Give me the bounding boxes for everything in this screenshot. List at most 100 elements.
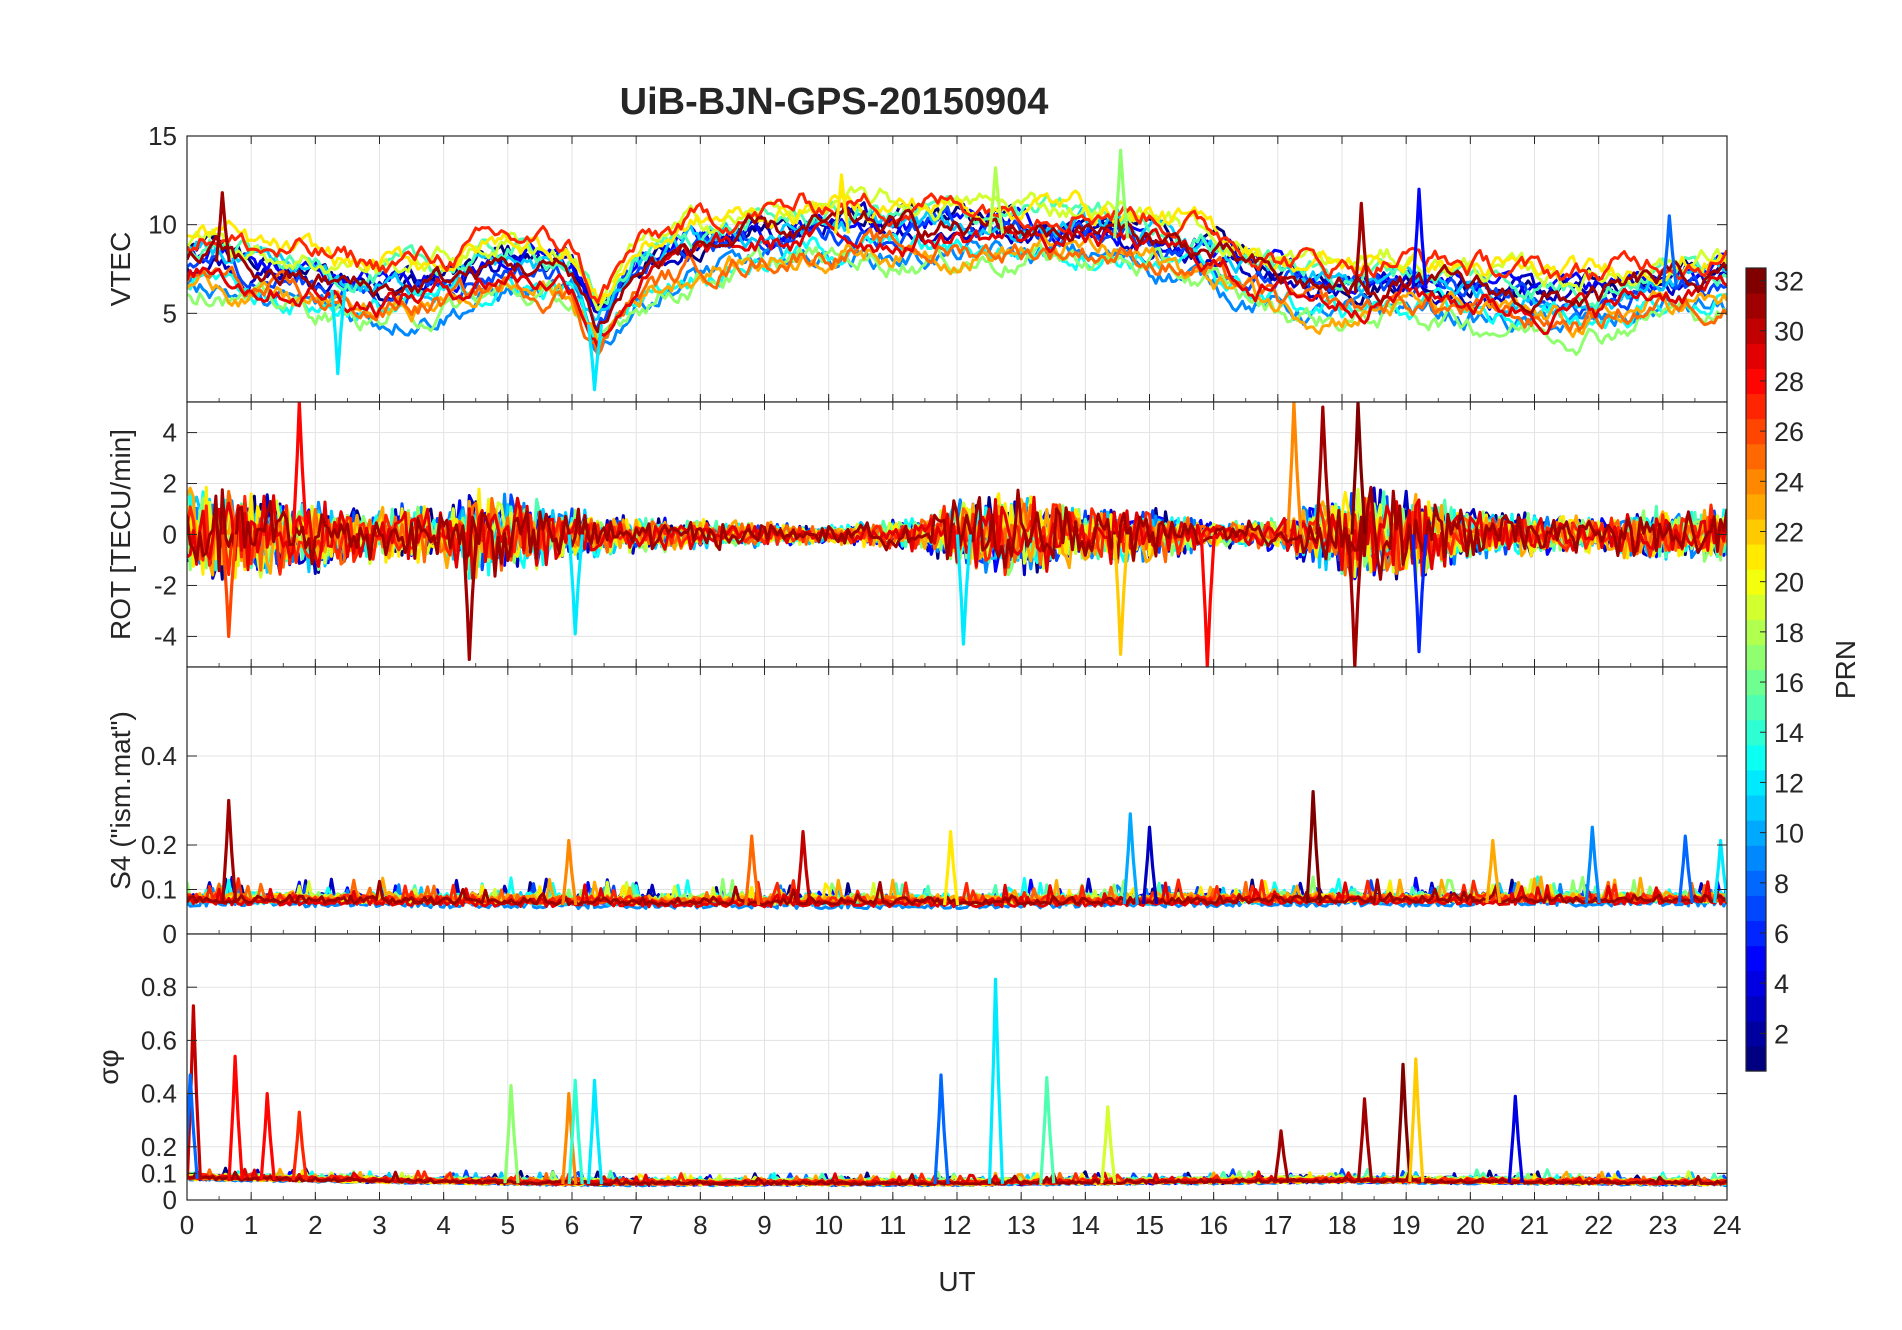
colorbar-band [1746,493,1766,520]
series-spike-prn-12 [567,534,584,636]
x-tick-label: 13 [1007,1210,1036,1240]
series-spike-prn-14 [567,1078,584,1185]
colorbar-tick-label: 26 [1774,417,1804,447]
series-line-prn-29 [187,494,1727,580]
panel-vtec-series [187,148,1727,392]
panel-vtec-ylabel: VTEC [105,232,136,307]
series-spike-prn-12 [1713,838,1727,904]
x-tick-label: 8 [693,1210,707,1240]
y-tick-label: 0 [163,520,177,550]
series-spike-prn-30 [795,829,812,906]
y-tick-label: 5 [163,298,177,328]
series-spike-prn-31 [1356,1097,1374,1182]
x-tick-label: 17 [1263,1210,1292,1240]
x-tick-label: 24 [1713,1210,1742,1240]
colorbar-band [1746,594,1766,620]
series-spike-prn-10 [1122,812,1139,905]
colorbar-band [1746,1045,1766,1072]
series-line-prn-1 [187,201,1727,309]
x-tick-label: 0 [180,1210,194,1240]
colorbar-band [1746,619,1766,646]
series-spike-prn-31 [1353,201,1370,294]
series-spike-prn-12 [330,289,347,376]
series-spike-prn-3 [1141,825,1159,905]
series-spike-prn-23 [1485,838,1502,904]
x-tick-label: 15 [1135,1210,1164,1240]
colorbar-tick-label: 22 [1774,517,1804,547]
y-tick-label: 2 [163,469,177,499]
series-spike-prn-28 [291,402,308,535]
series-spike-prn-17 [1113,148,1130,239]
colorbar-band [1746,945,1766,972]
colorbar-band [1746,719,1766,746]
series-spike-prn-8 [933,1073,950,1185]
colorbar-band [1746,268,1766,294]
series-spike-prn-27 [291,1110,308,1181]
x-tick-label: 20 [1456,1210,1485,1240]
series-spike-prn-31 [1273,1129,1290,1183]
colorbar-tick-label: 16 [1774,668,1804,698]
x-tick-label: 18 [1328,1210,1357,1240]
y-tick-label: -4 [154,621,177,651]
x-tick-label: 2 [308,1210,322,1240]
chart-title: UiB-BJN-GPS-20150904 [620,81,1049,123]
panel-sigma-ylabel: σφ [93,1049,124,1084]
series-spike-prn-32 [1395,1062,1412,1182]
series-spike-prn-17 [503,1083,520,1184]
x-tick-label: 9 [757,1210,771,1240]
panel-sigma-series [187,977,1727,1188]
colorbar-band [1746,318,1766,344]
colorbar-tick-label: 20 [1774,568,1804,598]
x-tick-label: 4 [436,1210,450,1240]
series-spike-prn-28 [227,1054,244,1180]
y-tick-label: 15 [148,121,177,151]
series-spike-prn-8 [1661,214,1678,287]
series-spike-prn-21 [833,173,851,234]
colorbar-tick-label: 6 [1774,919,1789,949]
y-tick-label: 0.1 [141,875,177,905]
colorbar-tick-label: 30 [1774,317,1804,347]
y-tick-label: 0.4 [141,741,177,771]
y-tick-label: 0.2 [141,1132,177,1162]
colorbar-band [1746,343,1766,369]
series-spike-prn-28 [1199,534,1216,667]
series-spike-prn-31 [214,191,231,263]
y-tick-label: 0.8 [141,972,177,1002]
series-spike-prn-18 [987,166,1005,234]
series-spike-prn-22 [1408,1057,1425,1183]
y-tick-label: 0.1 [141,1158,177,1188]
series-spike-prn-8 [1677,834,1694,904]
series-spike-prn-24 [561,1091,578,1185]
series-spike-prn-12 [586,324,604,392]
colorbar-label: PRN [1830,640,1861,699]
colorbar-band [1746,544,1766,570]
y-tick-label: 4 [163,418,177,448]
y-tick-label: 0 [163,1185,177,1215]
colorbar-band [1746,895,1766,922]
colorbar-band [1746,970,1766,997]
x-axis-label: UT [938,1266,975,1297]
series-spike-prn-28 [259,1091,276,1180]
colorbar-tick-label: 10 [1774,819,1804,849]
series-spike-prn-21 [943,829,960,906]
colorbar-band [1746,368,1766,395]
colorbar-tick-label: 4 [1774,969,1789,999]
x-tick-label: 3 [372,1210,386,1240]
colorbar-band [1746,820,1766,846]
colorbar-band [1746,845,1766,871]
series-spike-prn-22 [1113,534,1130,656]
x-tick-label: 10 [814,1210,843,1240]
colorbar-band [1746,443,1766,470]
panel-s4-series [187,789,1727,911]
x-tick-label: 22 [1584,1210,1613,1240]
colorbar-band [1746,769,1766,796]
series-spike-prn-9 [1584,825,1601,904]
series-spike-prn-32 [1305,789,1322,904]
series-spike-prn-6 [1411,534,1428,654]
series-spike-prn-12 [586,1078,604,1185]
colorbar-band [1746,920,1766,947]
y-tick-label: 0.2 [141,830,177,860]
colorbar-tick-label: 2 [1774,1019,1789,1049]
series-line-prn-25 [187,227,1727,357]
